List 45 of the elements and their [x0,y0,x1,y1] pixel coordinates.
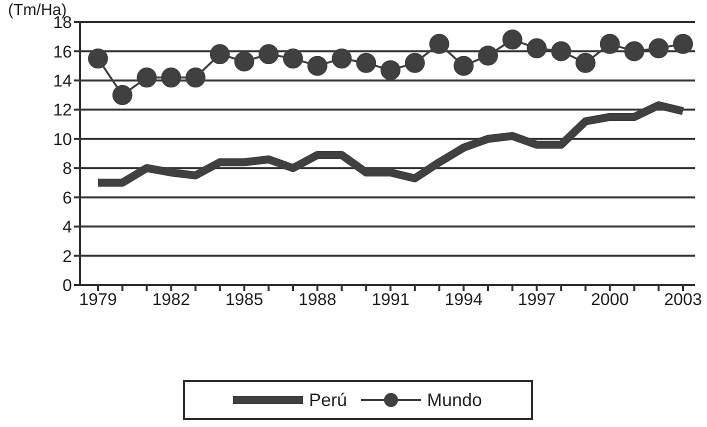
point [673,34,693,54]
x-tick-label: 2000 [590,290,629,310]
y-tick-label: 4 [62,218,72,237]
y-tick-label: 6 [62,188,72,208]
point [283,48,303,69]
point [258,44,279,64]
point [551,41,572,62]
point [234,51,254,72]
point [186,68,206,88]
point [380,60,400,80]
point [429,34,450,54]
x-tick-label: 1997 [518,290,556,310]
point [161,68,182,88]
y-tick-label: 0 [62,276,72,296]
point [404,52,425,73]
point [454,56,474,76]
y-tick-label: 12 [53,100,72,120]
x-tick-label: 1994 [444,290,483,310]
point [88,48,108,69]
y-tick-label: 10 [53,130,72,149]
point [332,48,352,69]
x-tick-label: 1982 [152,290,190,310]
point [210,44,230,64]
y-tick-label: 16 [53,42,72,62]
y-tick-label: 2 [62,246,72,266]
legend-label: Perú [308,390,347,410]
x-tick-label: 1991 [372,290,410,310]
point [307,56,328,76]
point [502,30,522,50]
legend-label: Mundo [426,390,482,410]
x-tick-label: 2003 [664,290,702,310]
point [648,38,669,58]
point [600,34,620,54]
y-tick-label: 14 [53,71,72,90]
x-tick-label: 1985 [225,290,264,310]
point [478,46,498,66]
x-tick-label: 1979 [79,290,117,310]
y-tick-label: 8 [62,159,72,178]
point [624,41,644,62]
point [112,85,132,106]
point [526,38,547,58]
x-tick-label: 1988 [298,290,336,310]
point [576,52,596,73]
point [136,68,157,88]
point [356,52,376,73]
